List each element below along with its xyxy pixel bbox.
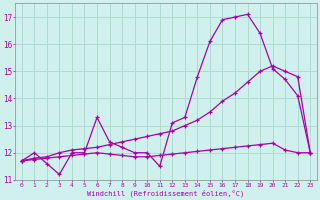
X-axis label: Windchill (Refroidissement éolien,°C): Windchill (Refroidissement éolien,°C) xyxy=(87,189,244,197)
